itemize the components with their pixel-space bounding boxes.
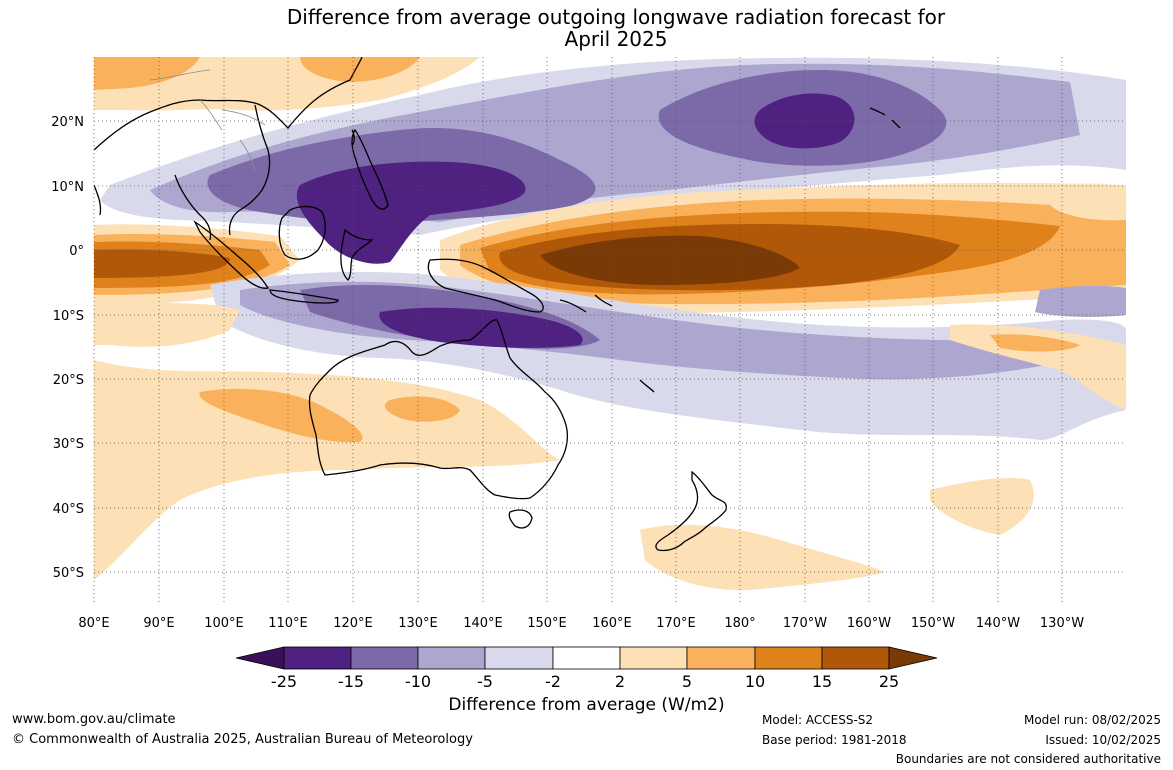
region-pacific-max-positive [540, 235, 800, 285]
longitude-label: 160°W [847, 616, 891, 631]
region-south-east-mid-negative [1035, 285, 1126, 317]
colorbar-bin-2-5 [619, 646, 688, 670]
colorbar-tick-label: -25 [271, 672, 297, 691]
borneo-coastline [278, 205, 326, 260]
hawaii-coastline [869, 107, 901, 129]
vanuatu-coastline [639, 379, 655, 393]
sulawesi-coastline [340, 228, 374, 281]
colorbar-bin-neg15-neg10 [350, 646, 419, 670]
longitude-label: 180° [724, 616, 755, 631]
latitude-label: 10°S [53, 309, 84, 324]
region-south-west-mid-positive-2 [384, 396, 460, 422]
website-link[interactable]: www.bom.gov.au/climate [12, 712, 176, 727]
anomaly-field [94, 57, 1126, 605]
model-name: Model: ACCESS-S2 [762, 713, 874, 727]
longitude-label: 150°W [911, 616, 955, 631]
region-asia-mid-positive [94, 57, 200, 90]
latitude-label: 0° [69, 244, 84, 259]
new-guinea-coastline [427, 258, 544, 313]
colorbar-tick-label: -2 [545, 672, 561, 691]
longitude-label: 170°W [783, 616, 827, 631]
latitude-label: 20°N [51, 115, 84, 130]
region-north-east-light-positive [1050, 183, 1126, 221]
region-south-west-mid-positive [199, 388, 363, 443]
latitude-label: 30°S [53, 437, 84, 452]
longitude-label: 130°W [1040, 616, 1084, 631]
latitude-label: 40°S [53, 502, 84, 517]
colorbar-tick-label: 5 [682, 672, 692, 691]
sumatra-coastline [193, 220, 270, 289]
region-maritime-core-negative [296, 161, 526, 264]
model-run-date: Model run: 08/02/2025 [1023, 713, 1161, 727]
colorbar: -25 -15 -10 -5 -2 2 5 10 15 25 [235, 646, 938, 691]
longitude-label: 140°E [463, 616, 503, 631]
longitude-label: 80°E [78, 616, 109, 631]
region-east-south-light-positive [930, 478, 1034, 535]
longitude-label: 130°E [398, 616, 438, 631]
colorbar-bin-neg5-neg2 [484, 646, 554, 670]
longitude-label: 170°E [656, 616, 696, 631]
coastlines [93, 56, 901, 552]
latitude-labels: 20°N 10°N 0° 10°S 20°S 30°S 40°S 50°S [51, 115, 84, 581]
longitude-label: 160°E [592, 616, 632, 631]
longitude-label: 100°E [204, 616, 244, 631]
country-borders [149, 69, 266, 173]
tasmania-coastline [508, 509, 533, 529]
region-asia-mid-positive-2 [300, 57, 420, 82]
colorbar-tick-label: -5 [477, 672, 493, 691]
colorbar-bin-15-25 [821, 646, 890, 670]
region-west-light-positive [94, 300, 240, 347]
australia-coastline [308, 319, 569, 500]
region-east-mid-positive [990, 334, 1080, 352]
copyright-notice: © Commonwealth of Australia 2025, Austra… [12, 732, 473, 747]
region-east-light-positive [950, 324, 1126, 410]
region-south-core-negative [379, 307, 583, 348]
longitude-label: 150°E [527, 616, 567, 631]
issued-date: Issued: 10/02/2025 [1045, 733, 1161, 747]
java-coastline [269, 289, 339, 304]
colorbar-bin-neg10-neg5 [417, 646, 486, 670]
colorbar-bin-5-10 [686, 646, 756, 670]
longitude-label: 110°E [268, 616, 308, 631]
colorbar-tick-label: 10 [745, 672, 765, 691]
latitude-label: 20°S [53, 373, 84, 388]
colorbar-tick-label: 25 [879, 672, 899, 691]
colorbar-bin-neg2-2 [552, 646, 621, 670]
colorbar-extend-low [235, 646, 285, 670]
colorbar-tick-labels: -25 -15 -10 -5 -2 2 5 10 15 25 [271, 672, 899, 691]
india-coastline [93, 184, 102, 216]
boundaries-disclaimer: Boundaries are not considered authoritat… [895, 752, 1161, 766]
colorbar-tick-label: -15 [338, 672, 364, 691]
base-period: Base period: 1981-2018 [762, 733, 907, 747]
map-title-line2: April 2025 [564, 27, 668, 51]
colorbar-extend-high [888, 646, 938, 670]
latitude-label: 10°N [51, 180, 84, 195]
colorbar-label: Difference from average (W/m2) [448, 695, 725, 715]
longitude-label: 140°W [976, 616, 1020, 631]
colorbar-bin-10-15 [754, 646, 823, 670]
longitude-labels: 80°E 90°E 100°E 110°E 120°E 130°E 140°E 150°E 16… [78, 616, 1084, 631]
map-title-line1: Difference from average outgoing longwav… [286, 5, 946, 29]
region-pacific-north-core [754, 93, 855, 149]
region-west-core-positive [94, 249, 230, 278]
mainland-asia-coastline [93, 56, 363, 241]
longitude-label: 90°E [143, 616, 174, 631]
latitude-label: 50°S [53, 566, 84, 581]
region-nz-light-positive [640, 524, 885, 591]
colorbar-tick-label: 2 [615, 672, 625, 691]
longitude-label: 120°E [333, 616, 373, 631]
graticule [93, 57, 1126, 605]
taiwan-coastline [351, 129, 355, 147]
colorbar-tick-label: 15 [812, 672, 832, 691]
philippines-coastline [351, 128, 389, 210]
colorbar-bin-neg25-neg15 [283, 646, 352, 670]
colorbar-tick-label: -10 [405, 672, 431, 691]
solomon-islands-coastline [559, 294, 613, 313]
new-zealand-coastline [655, 470, 727, 552]
